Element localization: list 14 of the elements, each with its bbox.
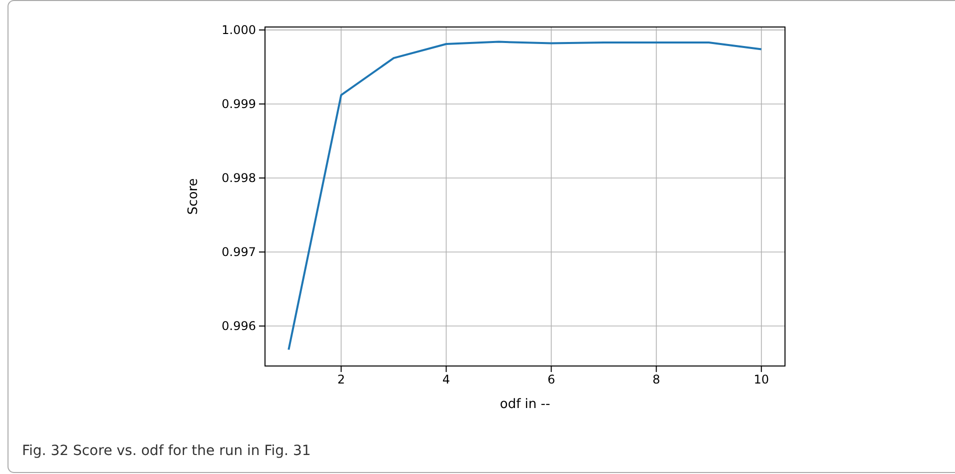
x-tick-label: 8 <box>652 372 660 387</box>
y-tick-label: 0.998 <box>222 170 256 185</box>
x-axis-title: odf in -- <box>500 397 550 412</box>
y-tick-label: 0.999 <box>222 96 256 111</box>
y-tick-label: 0.997 <box>222 244 256 259</box>
y-tick-label: 1.000 <box>222 22 256 37</box>
x-tick-label: 6 <box>547 372 556 387</box>
x-tick-label: 4 <box>442 372 450 387</box>
line-series <box>288 40 762 351</box>
x-tick-label: 10 <box>754 372 770 387</box>
y-tick-label: 0.996 <box>222 318 256 333</box>
caption: Fig. 32 Score vs. odf for the run in Fig. 31 <box>22 443 311 459</box>
x-tick-label: 2 <box>337 372 345 387</box>
y-axis-title: Score <box>186 178 201 215</box>
